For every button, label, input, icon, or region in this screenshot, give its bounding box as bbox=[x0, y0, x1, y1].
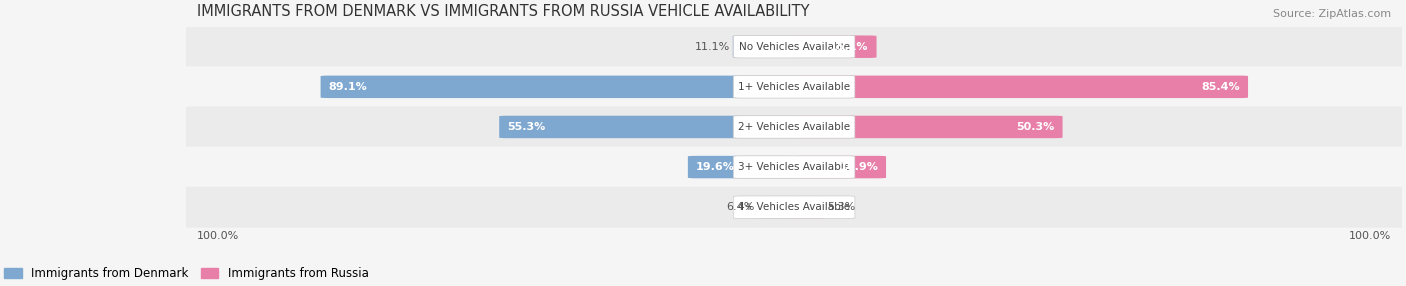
Text: IMMIGRANTS FROM DENMARK VS IMMIGRANTS FROM RUSSIA VEHICLE AVAILABILITY: IMMIGRANTS FROM DENMARK VS IMMIGRANTS FR… bbox=[197, 4, 810, 19]
Text: 55.3%: 55.3% bbox=[508, 122, 546, 132]
Text: 1+ Vehicles Available: 1+ Vehicles Available bbox=[738, 82, 851, 92]
FancyBboxPatch shape bbox=[734, 35, 855, 58]
FancyBboxPatch shape bbox=[792, 116, 1063, 138]
FancyBboxPatch shape bbox=[181, 147, 1406, 188]
FancyBboxPatch shape bbox=[734, 196, 855, 219]
FancyBboxPatch shape bbox=[792, 76, 1249, 98]
Text: 6.4%: 6.4% bbox=[727, 202, 755, 212]
Text: 5.3%: 5.3% bbox=[827, 202, 856, 212]
Text: 4+ Vehicles Available: 4+ Vehicles Available bbox=[738, 202, 851, 212]
Text: 19.6%: 19.6% bbox=[696, 162, 735, 172]
FancyBboxPatch shape bbox=[321, 76, 797, 98]
FancyBboxPatch shape bbox=[181, 66, 1406, 107]
FancyBboxPatch shape bbox=[733, 35, 797, 58]
FancyBboxPatch shape bbox=[792, 35, 876, 58]
FancyBboxPatch shape bbox=[734, 116, 855, 138]
Text: 16.9%: 16.9% bbox=[839, 162, 879, 172]
FancyBboxPatch shape bbox=[499, 116, 797, 138]
FancyBboxPatch shape bbox=[792, 196, 825, 219]
FancyBboxPatch shape bbox=[181, 106, 1406, 147]
FancyBboxPatch shape bbox=[792, 156, 886, 178]
FancyBboxPatch shape bbox=[734, 156, 855, 178]
FancyBboxPatch shape bbox=[181, 187, 1406, 228]
Text: 89.1%: 89.1% bbox=[329, 82, 367, 92]
Text: 15.1%: 15.1% bbox=[830, 42, 869, 52]
Text: 100.0%: 100.0% bbox=[1348, 231, 1392, 241]
Legend: Immigrants from Denmark, Immigrants from Russia: Immigrants from Denmark, Immigrants from… bbox=[4, 267, 368, 280]
Text: 50.3%: 50.3% bbox=[1017, 122, 1054, 132]
FancyBboxPatch shape bbox=[688, 156, 797, 178]
Text: 100.0%: 100.0% bbox=[197, 231, 239, 241]
FancyBboxPatch shape bbox=[758, 196, 797, 219]
Text: 3+ Vehicles Available: 3+ Vehicles Available bbox=[738, 162, 851, 172]
Text: Source: ZipAtlas.com: Source: ZipAtlas.com bbox=[1274, 9, 1392, 19]
Text: No Vehicles Available: No Vehicles Available bbox=[738, 42, 849, 52]
Text: 85.4%: 85.4% bbox=[1202, 82, 1240, 92]
FancyBboxPatch shape bbox=[734, 76, 855, 98]
FancyBboxPatch shape bbox=[181, 26, 1406, 67]
Text: 2+ Vehicles Available: 2+ Vehicles Available bbox=[738, 122, 851, 132]
Text: 11.1%: 11.1% bbox=[695, 42, 730, 52]
